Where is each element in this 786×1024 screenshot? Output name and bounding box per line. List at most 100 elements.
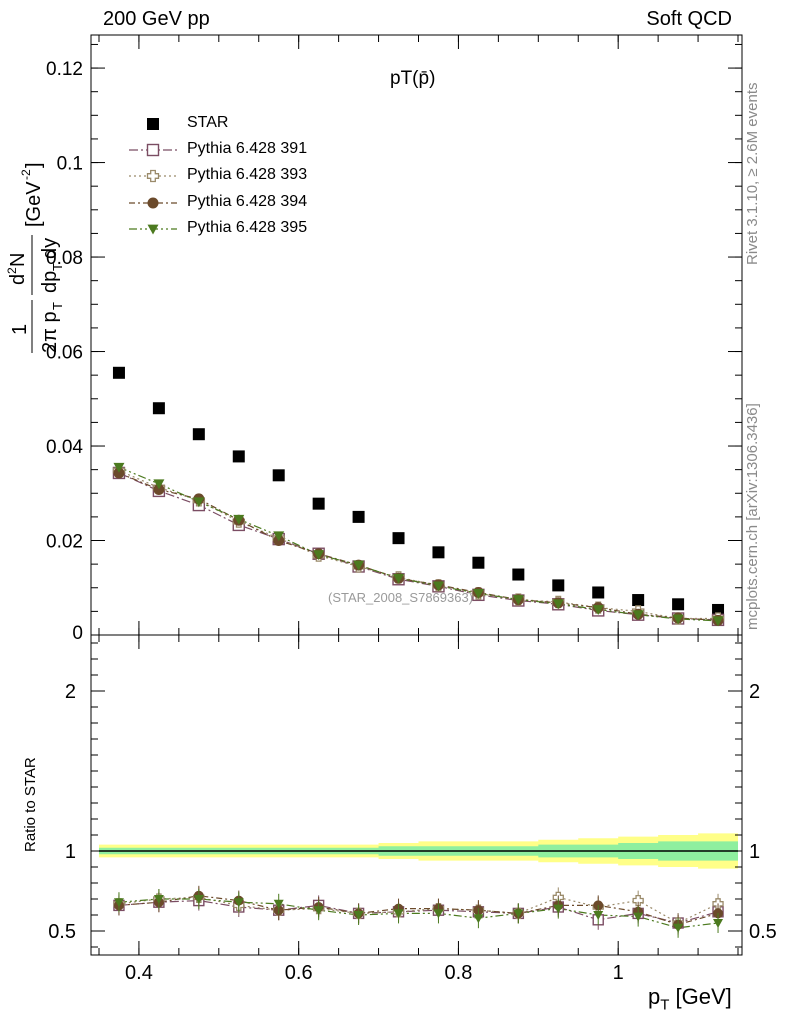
- star-point: [392, 532, 405, 545]
- pythia-395-ratio-point: [633, 912, 644, 922]
- ratio-y-tick-label-right: 0.5: [749, 921, 777, 943]
- pythia-395-ratio-point: [713, 919, 724, 928]
- ratio-y-tick-label-right: 2: [749, 681, 760, 703]
- pythia-395-ratio-point: [433, 909, 444, 919]
- pythia-395-point: [592, 605, 604, 615]
- pythia-395-point: [472, 589, 484, 599]
- ratio-y-tick-label: 1: [65, 841, 76, 863]
- pythia-395-ratio-point: [273, 899, 284, 909]
- header-right-label: Soft QCD: [646, 8, 732, 30]
- star-point: [112, 366, 125, 379]
- pythia-394-point: [153, 483, 165, 495]
- star-point: [472, 556, 485, 569]
- star-point: [632, 594, 645, 607]
- x-tick-label: 0.4: [125, 962, 153, 984]
- pythia-395-ratio-point: [513, 909, 524, 919]
- pythia-395-point: [193, 497, 205, 508]
- analysis-watermark: (STAR_2008_S7869363): [328, 590, 474, 605]
- main-y-tick-label: 0.1: [57, 154, 83, 175]
- legend-marker-star: [147, 118, 159, 130]
- pythia-395-point: [353, 560, 365, 571]
- pythia-395-ratio-point: [553, 904, 564, 914]
- pythia-395-ratio-point: [153, 895, 164, 904]
- y-label-d: d: [7, 274, 29, 285]
- star-point: [232, 450, 245, 463]
- pythia-395-point: [113, 462, 125, 473]
- legend-marker-pythia-391: [146, 143, 160, 157]
- star-point: [192, 428, 205, 441]
- legend-label-393: Pythia 6.428 393: [187, 166, 308, 183]
- pythia-395-point: [432, 581, 444, 592]
- pythia-391-line: [118, 472, 719, 621]
- main-plot-frame: [90, 34, 743, 636]
- main-y-tick-label: 0: [72, 623, 83, 644]
- y-label-dy: dy: [39, 238, 61, 259]
- legend-marker-pythia-393: [146, 169, 160, 183]
- pythia-394-point: [113, 467, 125, 479]
- pythia-395-line: [118, 466, 719, 622]
- y-label-dp: dp: [39, 271, 61, 293]
- pythia-395-point: [273, 531, 285, 542]
- pythia-395-point: [712, 616, 724, 627]
- pythia-393-line: [118, 470, 719, 620]
- pythia-395-point: [552, 599, 564, 610]
- ratio-y-tick-label: 2: [65, 681, 76, 703]
- pythia-395-point: [632, 610, 644, 621]
- y-label-n: N: [7, 253, 29, 267]
- pythia-395-point: [233, 514, 245, 525]
- star-point: [592, 586, 605, 599]
- main-y-tick-label: 0.04: [46, 437, 83, 458]
- legend-label-395: Pythia 6.428 395: [187, 219, 308, 236]
- pythia-393-ratio-line: [118, 896, 719, 924]
- star-point: [272, 469, 285, 482]
- legend-marker-pythia-395: [147, 224, 159, 235]
- pythia-394-line: [118, 472, 719, 621]
- star-point: [152, 402, 165, 415]
- star-point: [432, 546, 445, 559]
- x-tick-label: 0.6: [285, 962, 313, 984]
- pythia-393-ratio-point: [632, 894, 644, 907]
- header-left-label: 200 GeV pp: [103, 8, 210, 30]
- y-label-one: 1: [9, 324, 31, 335]
- y-label-2pipt: 2π p: [39, 311, 61, 353]
- pythia-391-ratio-line: [118, 899, 719, 924]
- star-point: [712, 603, 725, 616]
- star-point: [552, 579, 565, 592]
- x-tick-label: 0.8: [445, 962, 473, 984]
- x-axis-label: pT [GeV]: [648, 984, 732, 1014]
- pythia-395-point: [393, 573, 405, 584]
- star-point: [352, 510, 365, 523]
- x-tick-label: 1: [613, 962, 624, 984]
- pythia-395-ratio-point: [313, 906, 324, 916]
- ratio-plot-frame: [90, 634, 743, 956]
- y-label-unit-exp: -2: [19, 169, 33, 180]
- pythia-395-ratio-point: [473, 914, 484, 924]
- pythia-395-point: [512, 595, 524, 606]
- main-y-tick-label: 0.08: [46, 248, 83, 269]
- pythia-395-ratio-point: [393, 909, 404, 919]
- main-y-tick-label: 0.06: [46, 343, 83, 364]
- pythia-395-ratio-line: [118, 898, 719, 929]
- star-point: [512, 568, 525, 581]
- y-label-sub-t2: T: [50, 263, 65, 271]
- y-label-unit-close: ]: [23, 162, 45, 168]
- star-point: [672, 598, 685, 611]
- main-y-tick-label: 0.12: [46, 59, 83, 80]
- pythia-395-ratio-point: [353, 911, 364, 920]
- main-y-tick-label: 0.02: [46, 532, 83, 553]
- y-label-sup2: 2: [5, 267, 19, 274]
- pythia-394-ratio-line: [118, 895, 719, 926]
- plot-title: pT(p̄): [390, 68, 436, 89]
- legend-label-star: STAR: [187, 114, 229, 131]
- pythia-395-ratio-point: [593, 911, 604, 920]
- pythia-395-ratio-point: [233, 898, 244, 908]
- pythia-395-ratio-point: [113, 898, 124, 908]
- ratio-y-tick-label: 0.5: [48, 921, 76, 943]
- y-label-sub-t: T: [50, 302, 65, 310]
- pythia-395-point: [313, 550, 325, 561]
- pythia-395-ratio-point: [193, 895, 204, 904]
- legend-label-391: Pythia 6.428 391: [187, 140, 308, 157]
- ratio-y-tick-label-right: 1: [749, 841, 760, 863]
